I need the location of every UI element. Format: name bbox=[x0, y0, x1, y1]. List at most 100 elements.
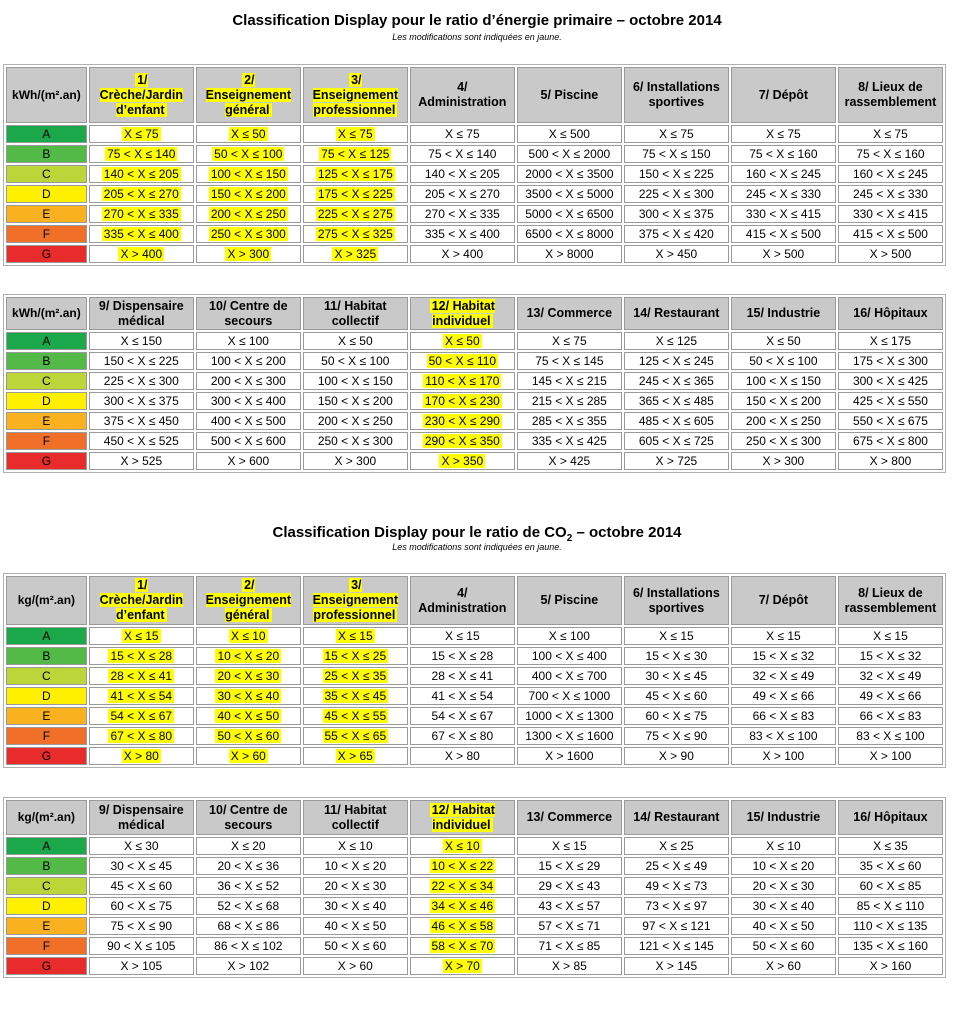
table-row: E 270 < X ≤ 335 200 < X ≤ 250 225 < X ≤ 275… bbox=[6, 205, 943, 223]
threshold-value: 75 < X ≤ 145 bbox=[535, 354, 604, 368]
threshold-cell: X > 500 bbox=[730, 245, 836, 263]
threshold-cell: X ≤ 10 bbox=[730, 837, 836, 855]
table-row: D 41 < X ≤ 54 30 < X ≤ 40 35 < X ≤ 45 41 < X… bbox=[6, 687, 943, 705]
table-row: F 90 < X ≤ 105 86 < X ≤ 102 50 < X ≤ 60 58 <… bbox=[6, 937, 943, 955]
threshold-value: 86 < X ≤ 102 bbox=[214, 939, 283, 953]
threshold-cell: X ≤ 15 bbox=[516, 837, 622, 855]
threshold-cell: 66 < X ≤ 83 bbox=[730, 707, 836, 725]
column-header: 10/ Centre de secours bbox=[195, 800, 301, 835]
threshold-value: 700 < X ≤ 1000 bbox=[528, 689, 611, 703]
threshold-value: X ≤ 100 bbox=[548, 629, 590, 643]
threshold-value: 50 < X ≤ 100 bbox=[212, 147, 285, 161]
section2-subtitle: Les modifications sont indiquées en jaun… bbox=[392, 542, 562, 552]
threshold-cell: 29 < X ≤ 43 bbox=[516, 877, 622, 895]
threshold-cell: 10 < X ≤ 22 bbox=[409, 857, 515, 875]
threshold-value: 73 < X ≤ 97 bbox=[645, 899, 708, 913]
threshold-value: 145 < X ≤ 215 bbox=[531, 374, 607, 388]
threshold-cell: 110 < X ≤ 170 bbox=[409, 372, 515, 390]
threshold-value: 125 < X ≤ 175 bbox=[315, 167, 395, 181]
threshold-value: X > 60 bbox=[337, 959, 373, 973]
threshold-cell: 49 < X ≤ 66 bbox=[837, 687, 943, 705]
threshold-value: X > 80 bbox=[121, 749, 161, 763]
threshold-value: 1000 < X ≤ 1300 bbox=[525, 709, 614, 723]
threshold-cell: 68 < X ≤ 86 bbox=[195, 917, 301, 935]
threshold-value: X ≤ 25 bbox=[659, 839, 694, 853]
threshold-value: 15 < X ≤ 32 bbox=[859, 649, 922, 663]
threshold-cell: X ≤ 15 bbox=[623, 627, 729, 645]
unit-header: kWh/(m².an) bbox=[6, 67, 87, 123]
threshold-value: 205 < X ≤ 270 bbox=[424, 187, 500, 201]
threshold-cell: 58 < X ≤ 70 bbox=[409, 937, 515, 955]
threshold-cell: 375 < X ≤ 420 bbox=[623, 225, 729, 243]
header-row: kWh/(m².an) 1/Crèche/Jardin d’enfant 2/Ense… bbox=[6, 67, 943, 123]
threshold-cell: 150 < X ≤ 200 bbox=[302, 392, 408, 410]
threshold-cell: 200 < X ≤ 250 bbox=[730, 412, 836, 430]
column-header-label: 13/ Commerce bbox=[526, 306, 613, 320]
threshold-cell: X > 300 bbox=[195, 245, 301, 263]
class-label: C bbox=[6, 877, 87, 895]
threshold-value: 50 < X ≤ 60 bbox=[324, 939, 387, 953]
threshold-value: 40 < X ≤ 50 bbox=[752, 919, 815, 933]
threshold-cell: 35 < X ≤ 60 bbox=[837, 857, 943, 875]
threshold-cell: 10 < X ≤ 20 bbox=[730, 857, 836, 875]
threshold-value: 675 < X ≤ 800 bbox=[852, 434, 928, 448]
threshold-cell: X ≤ 75 bbox=[730, 125, 836, 143]
threshold-value: X > 100 bbox=[869, 749, 912, 763]
threshold-cell: 1000 < X ≤ 1300 bbox=[516, 707, 622, 725]
threshold-value: X > 65 bbox=[335, 749, 375, 763]
threshold-value: X ≤ 15 bbox=[659, 629, 694, 643]
threshold-cell: 83 < X ≤ 100 bbox=[730, 727, 836, 745]
threshold-value: 250 < X ≤ 300 bbox=[317, 434, 393, 448]
section2-title-suffix: – octobre 2014 bbox=[572, 524, 682, 541]
threshold-value: 3500 < X ≤ 5000 bbox=[525, 187, 614, 201]
class-label: E bbox=[6, 412, 87, 430]
threshold-cell: 40 < X ≤ 50 bbox=[730, 917, 836, 935]
threshold-cell: 25 < X ≤ 35 bbox=[302, 667, 408, 685]
column-header-label: 7/ Dépôt bbox=[758, 87, 809, 102]
column-header: 5/ Piscine bbox=[516, 576, 622, 625]
column-header-label: 9/ Dispensaire médical bbox=[98, 802, 184, 832]
threshold-cell: 100 < X ≤ 150 bbox=[195, 165, 301, 183]
threshold-cell: 100 < X ≤ 150 bbox=[730, 372, 836, 390]
threshold-value: 28 < X ≤ 41 bbox=[431, 669, 494, 683]
threshold-value: 10 < X ≤ 20 bbox=[324, 859, 387, 873]
threshold-cell: X > 60 bbox=[302, 957, 408, 975]
table-row: G X > 80 X > 60 X > 65 X > 80 X > 1600 X > 90 X… bbox=[6, 747, 943, 765]
threshold-cell: 15 < X ≤ 28 bbox=[88, 647, 194, 665]
threshold-cell: X ≤ 125 bbox=[623, 332, 729, 350]
threshold-cell: 10 < X ≤ 20 bbox=[302, 857, 408, 875]
threshold-cell: X > 450 bbox=[623, 245, 729, 263]
table-row: B 15 < X ≤ 28 10 < X ≤ 20 15 < X ≤ 25 15 < X… bbox=[6, 647, 943, 665]
threshold-value: 425 < X ≤ 550 bbox=[852, 394, 928, 408]
class-label: E bbox=[6, 205, 87, 223]
threshold-cell: 150 < X ≤ 200 bbox=[730, 392, 836, 410]
threshold-cell: 73 < X ≤ 97 bbox=[623, 897, 729, 915]
threshold-value: 10 < X ≤ 20 bbox=[752, 859, 815, 873]
column-header-label: 11/ Habitat collectif bbox=[324, 298, 387, 328]
column-header-label: 15/ Industrie bbox=[746, 810, 821, 824]
threshold-cell: 50 < X ≤ 60 bbox=[195, 727, 301, 745]
threshold-value: 215 < X ≤ 285 bbox=[531, 394, 607, 408]
column-header: 7/ Dépôt bbox=[730, 67, 836, 123]
threshold-cell: X ≤ 30 bbox=[88, 837, 194, 855]
threshold-value: 10 < X ≤ 22 bbox=[429, 859, 496, 873]
threshold-value: X ≤ 75 bbox=[445, 127, 480, 141]
table-row: A X ≤ 75 X ≤ 50 X ≤ 75 X ≤ 75 X ≤ 500 X ≤ 75 X … bbox=[6, 125, 943, 143]
threshold-value: 60 < X ≤ 75 bbox=[645, 709, 708, 723]
threshold-cell: 75 < X ≤ 90 bbox=[623, 727, 729, 745]
class-label: G bbox=[6, 747, 87, 765]
threshold-value: 5000 < X ≤ 6500 bbox=[525, 207, 614, 221]
threshold-value: 66 < X ≤ 83 bbox=[752, 709, 815, 723]
threshold-value: 175 < X ≤ 300 bbox=[852, 354, 928, 368]
threshold-value: 110 < X ≤ 135 bbox=[853, 919, 928, 933]
threshold-value: 20 < X ≤ 36 bbox=[217, 859, 280, 873]
threshold-value: X ≤ 30 bbox=[123, 839, 159, 853]
column-header-label: 8/ Lieux de rassemblement bbox=[844, 585, 937, 615]
threshold-cell: 1300 < X ≤ 1600 bbox=[516, 727, 622, 745]
class-label: C bbox=[6, 372, 87, 390]
threshold-value: 335 < X ≤ 400 bbox=[424, 227, 500, 241]
table-row: G X > 400 X > 300 X > 325 X > 400 X > 8000 X >… bbox=[6, 245, 943, 263]
threshold-value: X ≤ 75 bbox=[336, 127, 375, 141]
table-row: B 30 < X ≤ 45 20 < X ≤ 36 10 < X ≤ 20 10 < X… bbox=[6, 857, 943, 875]
threshold-cell: X ≤ 35 bbox=[837, 837, 943, 855]
